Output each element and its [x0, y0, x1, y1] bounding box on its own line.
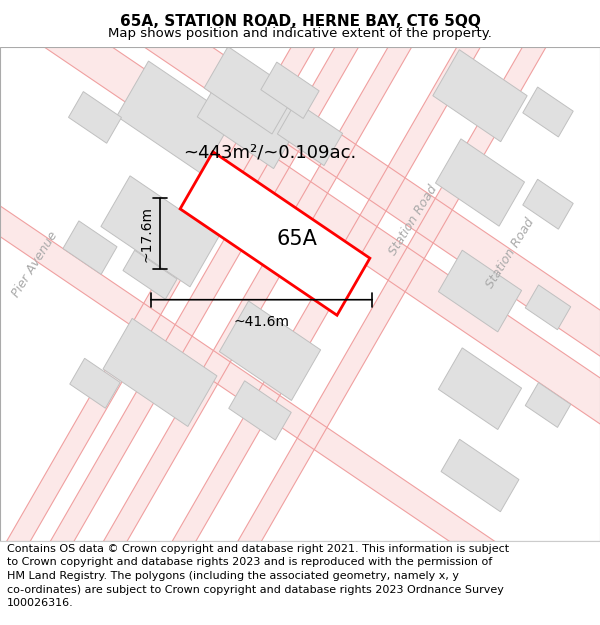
Polygon shape — [123, 250, 177, 299]
Polygon shape — [433, 50, 527, 142]
Polygon shape — [220, 301, 320, 401]
Polygon shape — [436, 139, 524, 226]
Text: Station Road: Station Road — [483, 216, 537, 291]
Text: 65A, STATION ROAD, HERNE BAY, CT6 5QQ: 65A, STATION ROAD, HERNE BAY, CT6 5QQ — [119, 14, 481, 29]
Text: ~17.6m: ~17.6m — [140, 206, 154, 261]
Polygon shape — [229, 381, 291, 440]
Text: Map shows position and indicative extent of the property.: Map shows position and indicative extent… — [108, 27, 492, 40]
Polygon shape — [68, 92, 121, 143]
Polygon shape — [70, 358, 120, 408]
Polygon shape — [439, 348, 521, 429]
Text: Pier Avenue: Pier Avenue — [10, 229, 61, 299]
Polygon shape — [261, 62, 319, 119]
Polygon shape — [63, 221, 117, 274]
Polygon shape — [439, 250, 521, 332]
Polygon shape — [117, 61, 233, 174]
Polygon shape — [523, 87, 573, 137]
Polygon shape — [197, 66, 303, 169]
Polygon shape — [525, 285, 571, 330]
Polygon shape — [103, 318, 217, 426]
Text: ~41.6m: ~41.6m — [233, 315, 290, 329]
Polygon shape — [204, 47, 296, 134]
Text: 65A: 65A — [277, 229, 317, 249]
Polygon shape — [441, 439, 519, 512]
Text: Contains OS data © Crown copyright and database right 2021. This information is : Contains OS data © Crown copyright and d… — [7, 544, 509, 608]
Polygon shape — [525, 382, 571, 428]
Text: ~443m²/~0.109ac.: ~443m²/~0.109ac. — [184, 143, 356, 161]
Polygon shape — [523, 179, 573, 229]
Polygon shape — [180, 152, 370, 315]
Polygon shape — [277, 102, 343, 166]
Text: Station Road: Station Road — [386, 183, 440, 258]
Polygon shape — [101, 176, 219, 287]
